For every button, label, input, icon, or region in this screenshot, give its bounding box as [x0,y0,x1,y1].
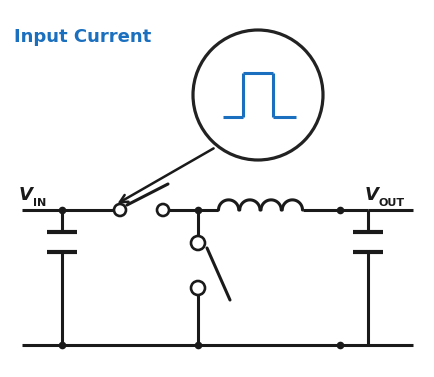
Text: V: V [19,186,33,204]
Text: Input Current: Input Current [14,28,151,46]
Text: V: V [364,186,378,204]
Text: IN: IN [33,198,46,208]
Text: OUT: OUT [378,198,404,208]
